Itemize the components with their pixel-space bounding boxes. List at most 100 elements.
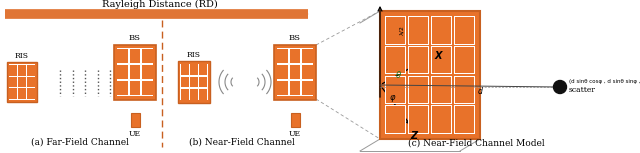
Bar bbox=[199, 89, 207, 100]
Bar bbox=[142, 65, 152, 79]
Bar bbox=[454, 47, 474, 73]
Bar bbox=[190, 64, 198, 75]
Bar bbox=[289, 48, 301, 64]
Bar bbox=[180, 89, 189, 100]
Bar bbox=[130, 81, 140, 95]
Bar bbox=[301, 64, 314, 80]
Bar bbox=[17, 64, 27, 76]
Bar bbox=[301, 80, 314, 96]
Bar bbox=[432, 47, 451, 73]
Bar bbox=[380, 11, 480, 139]
Bar bbox=[432, 106, 451, 133]
Bar bbox=[114, 45, 156, 99]
Text: (c) Near-Field Channel Model: (c) Near-Field Channel Model bbox=[408, 139, 544, 148]
Bar bbox=[27, 65, 35, 76]
Bar bbox=[18, 88, 26, 99]
Text: (d sinθ cosφ , d sinθ sinφ , d cosθ): (d sinθ cosφ , d sinθ sinφ , d cosθ) bbox=[569, 78, 640, 84]
Bar bbox=[129, 64, 141, 80]
Bar bbox=[27, 65, 35, 76]
Bar bbox=[180, 64, 189, 75]
Bar bbox=[141, 80, 154, 96]
Bar bbox=[302, 49, 312, 63]
Bar bbox=[10, 77, 17, 87]
Bar bbox=[302, 49, 312, 63]
Bar bbox=[291, 113, 300, 127]
Bar bbox=[431, 16, 452, 45]
Bar bbox=[8, 64, 18, 76]
Bar bbox=[385, 105, 406, 134]
Text: (a) Far-Field Channel: (a) Far-Field Channel bbox=[31, 138, 129, 147]
Bar bbox=[408, 46, 429, 74]
Bar bbox=[289, 64, 301, 80]
Bar bbox=[302, 81, 312, 95]
Bar bbox=[27, 88, 35, 99]
Bar bbox=[141, 48, 154, 64]
Bar bbox=[199, 76, 207, 88]
Bar bbox=[180, 88, 189, 100]
Bar bbox=[129, 80, 141, 96]
Bar bbox=[18, 88, 26, 99]
Bar bbox=[432, 77, 451, 103]
Bar bbox=[26, 76, 35, 88]
Bar bbox=[289, 80, 301, 96]
Bar bbox=[277, 49, 288, 63]
Bar bbox=[142, 81, 152, 95]
Bar bbox=[26, 88, 35, 100]
Bar bbox=[454, 16, 475, 45]
Bar bbox=[117, 49, 128, 63]
Text: UE: UE bbox=[129, 130, 141, 138]
Bar bbox=[386, 77, 405, 103]
Bar bbox=[10, 88, 17, 99]
Bar bbox=[190, 89, 198, 100]
Bar bbox=[190, 76, 198, 88]
Text: θ: θ bbox=[396, 71, 401, 80]
Bar bbox=[277, 65, 288, 79]
Bar bbox=[277, 81, 288, 95]
Bar bbox=[116, 80, 129, 96]
Bar bbox=[454, 77, 474, 103]
Bar bbox=[302, 65, 312, 79]
Bar bbox=[131, 113, 140, 127]
Bar bbox=[189, 76, 199, 88]
Bar bbox=[180, 76, 189, 88]
Bar bbox=[290, 81, 300, 95]
Bar bbox=[18, 65, 26, 76]
Bar bbox=[276, 64, 289, 80]
Bar bbox=[180, 76, 189, 88]
Bar bbox=[189, 63, 199, 76]
Bar bbox=[385, 16, 406, 45]
Bar bbox=[141, 64, 154, 80]
Text: Z: Z bbox=[410, 131, 417, 141]
Bar bbox=[199, 64, 207, 75]
Bar bbox=[17, 88, 27, 100]
Bar bbox=[199, 89, 207, 100]
Bar bbox=[8, 76, 18, 88]
Bar bbox=[27, 88, 35, 99]
Text: X: X bbox=[434, 51, 442, 61]
Bar bbox=[290, 49, 300, 63]
Bar bbox=[10, 65, 17, 76]
Bar bbox=[198, 88, 208, 100]
Bar bbox=[386, 17, 405, 44]
Bar bbox=[277, 49, 288, 63]
Bar bbox=[431, 105, 452, 134]
Bar bbox=[276, 48, 289, 64]
Bar bbox=[190, 89, 198, 100]
Bar bbox=[117, 65, 128, 79]
Bar bbox=[409, 106, 428, 133]
Bar bbox=[26, 64, 35, 76]
Bar bbox=[277, 81, 288, 95]
Bar bbox=[454, 46, 475, 74]
Bar bbox=[274, 45, 316, 99]
Bar bbox=[189, 88, 199, 100]
Text: Rayleigh Distance (RD): Rayleigh Distance (RD) bbox=[102, 0, 218, 9]
Bar bbox=[10, 77, 17, 87]
Text: scatter: scatter bbox=[569, 86, 596, 94]
Bar bbox=[180, 63, 189, 76]
Bar bbox=[431, 46, 452, 74]
Bar bbox=[290, 65, 300, 79]
Bar bbox=[190, 64, 198, 75]
Bar bbox=[454, 106, 474, 133]
Bar bbox=[18, 77, 26, 87]
Text: λ/2: λ/2 bbox=[400, 26, 404, 35]
